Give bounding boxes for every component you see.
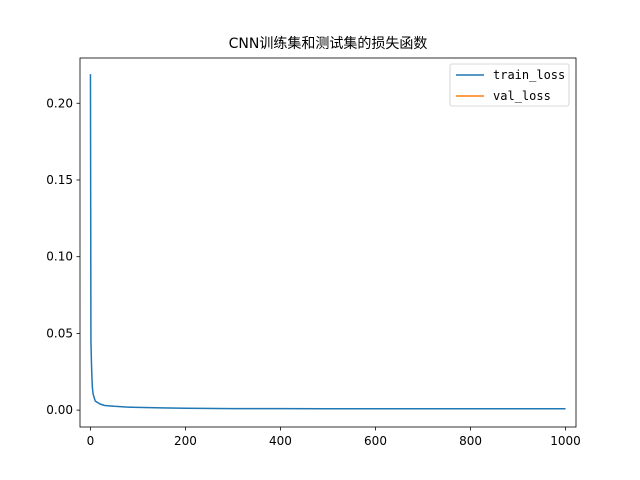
x-tick-label: 200 [174, 434, 197, 448]
x-tick-label: 1000 [550, 434, 581, 448]
y-tick-label: 0.05 [46, 326, 73, 340]
x-tick-label: 400 [269, 434, 292, 448]
y-tick-label: 0.15 [46, 173, 73, 187]
legend: train_loss val_loss [449, 63, 570, 107]
axes: 0 200 400 600 800 1000 0.00 0.05 0.10 0.15 0.20 [46, 57, 581, 448]
plot-frame [79, 57, 577, 428]
x-tick-label: 0 [87, 434, 95, 448]
x-tick-label: 600 [364, 434, 387, 448]
series-line-train-loss [89, 74, 566, 410]
y-tick-label: 0.10 [46, 250, 73, 264]
legend-label-train-loss: train_loss [493, 68, 565, 82]
plot-area [89, 74, 566, 410]
y-tick-label: 0.20 [46, 96, 73, 110]
y-tick-label: 0.00 [46, 403, 73, 417]
x-tick-label: 800 [459, 434, 482, 448]
chart-title: CNN训练集和测试集的损失函数 [229, 35, 428, 52]
legend-label-val-loss: val_loss [493, 89, 551, 103]
